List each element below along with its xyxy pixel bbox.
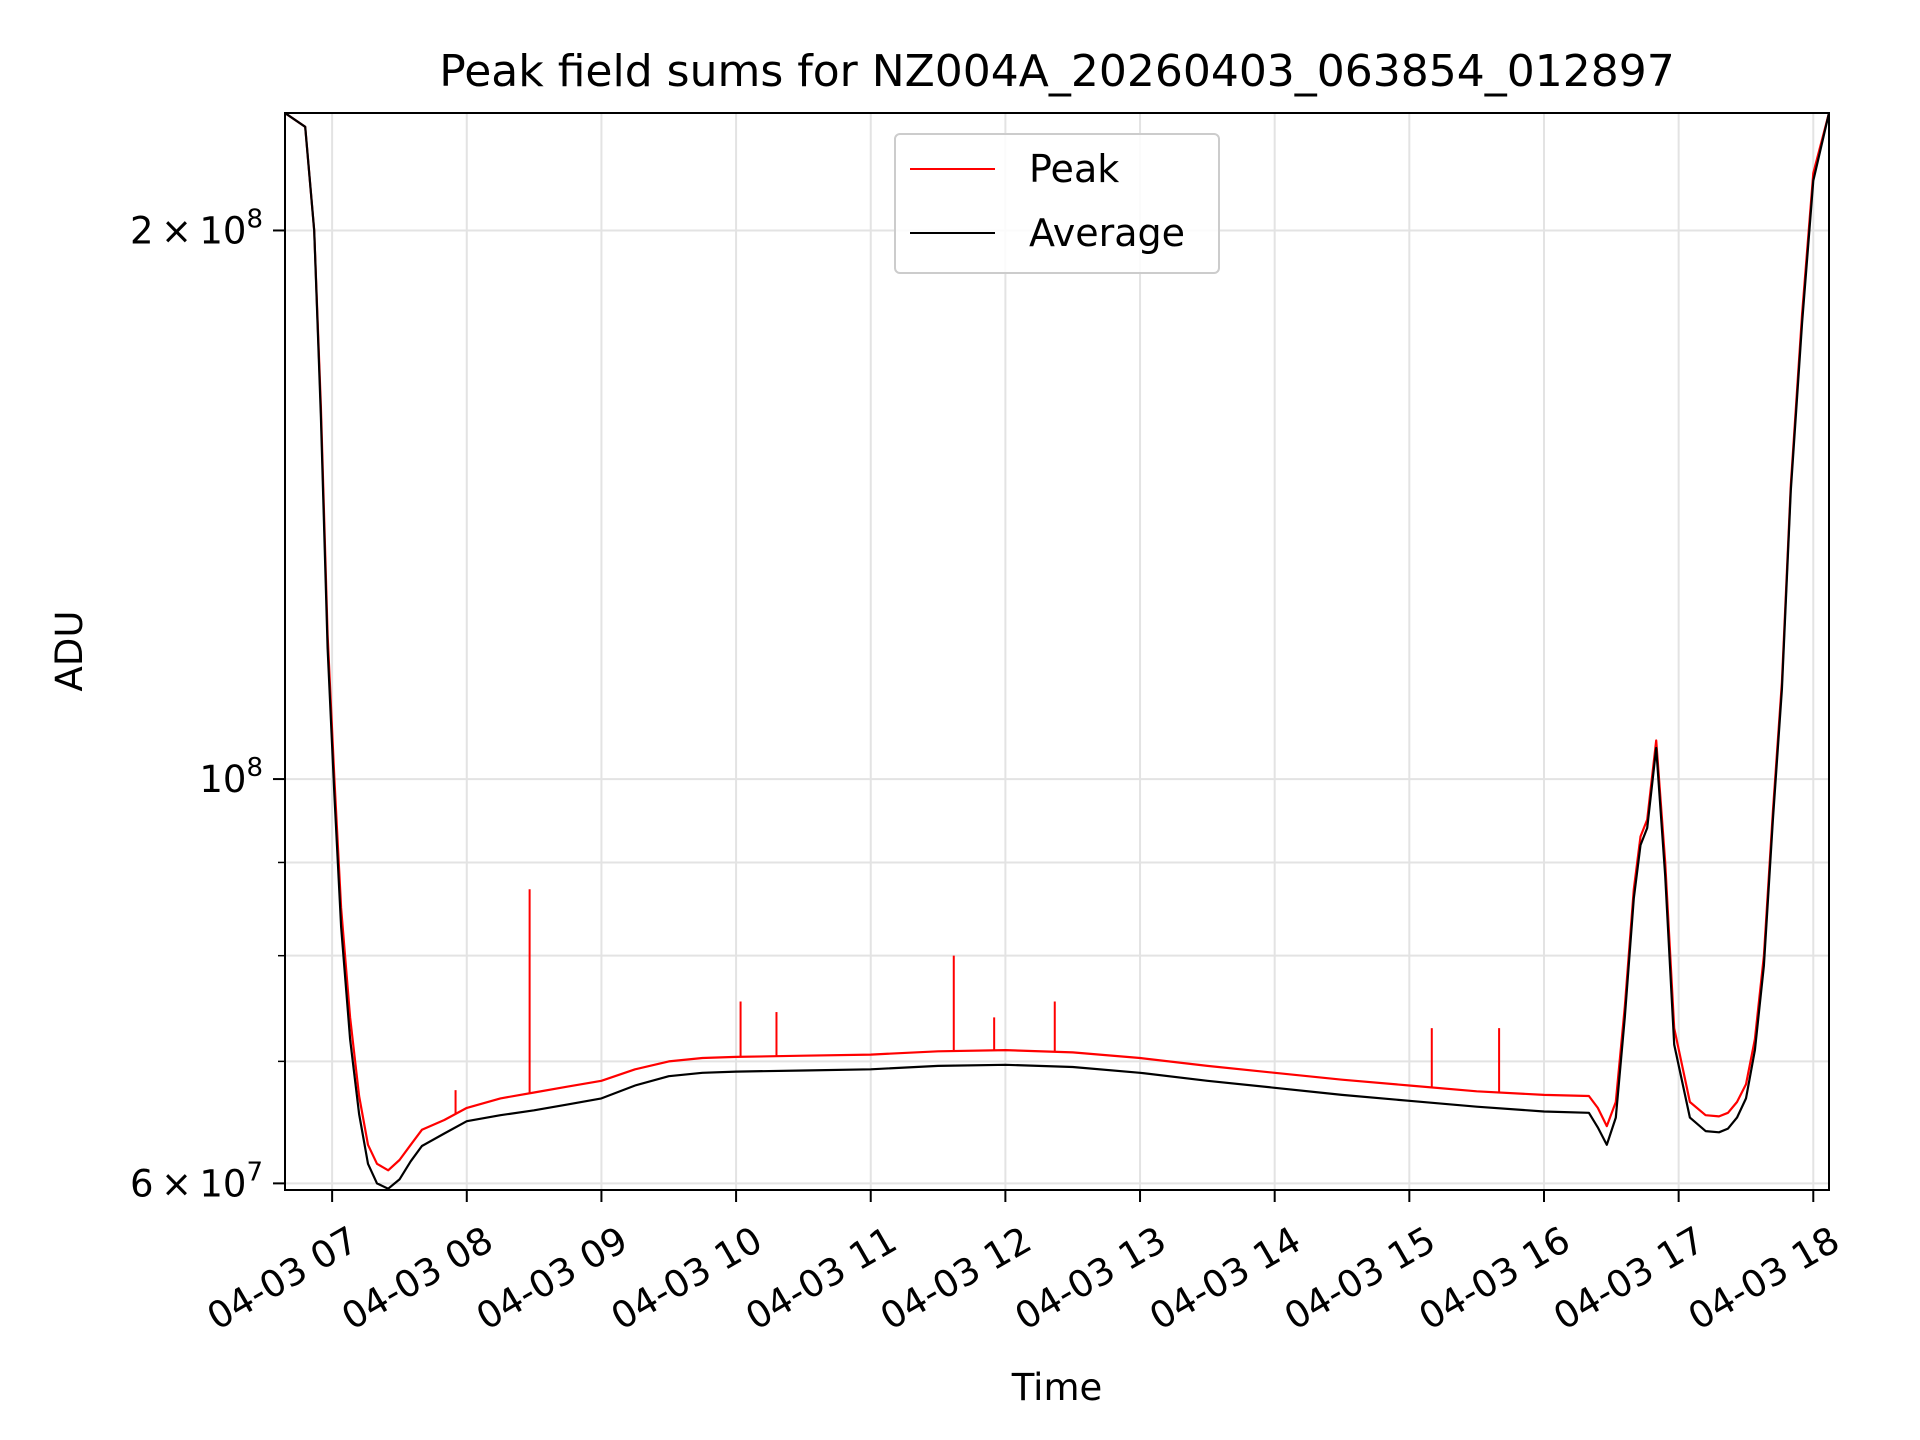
- axes-frame: [284, 112, 1830, 1191]
- y-axis-ticks: 6 × 107 108 2 × 108: [130, 204, 285, 1205]
- chart-title: Peak field sums for NZ004A_20260403_0638…: [439, 46, 1674, 97]
- series-line-peak: [285, 113, 1829, 1172]
- x-axis-label: Time: [1011, 1366, 1103, 1409]
- legend-peak-label: Peak: [1029, 147, 1119, 191]
- y-axis-label: ADU: [48, 611, 91, 692]
- y-tick-label: 108: [199, 753, 263, 801]
- legend-average-label: Average: [1029, 211, 1185, 255]
- series-line-average: [285, 113, 1829, 1190]
- y-tick-label: 6 × 107: [130, 1157, 263, 1205]
- legend: Peak Average: [894, 133, 1220, 274]
- y-tick-label: 2 × 108: [130, 204, 263, 252]
- plot-area: [285, 113, 1829, 1190]
